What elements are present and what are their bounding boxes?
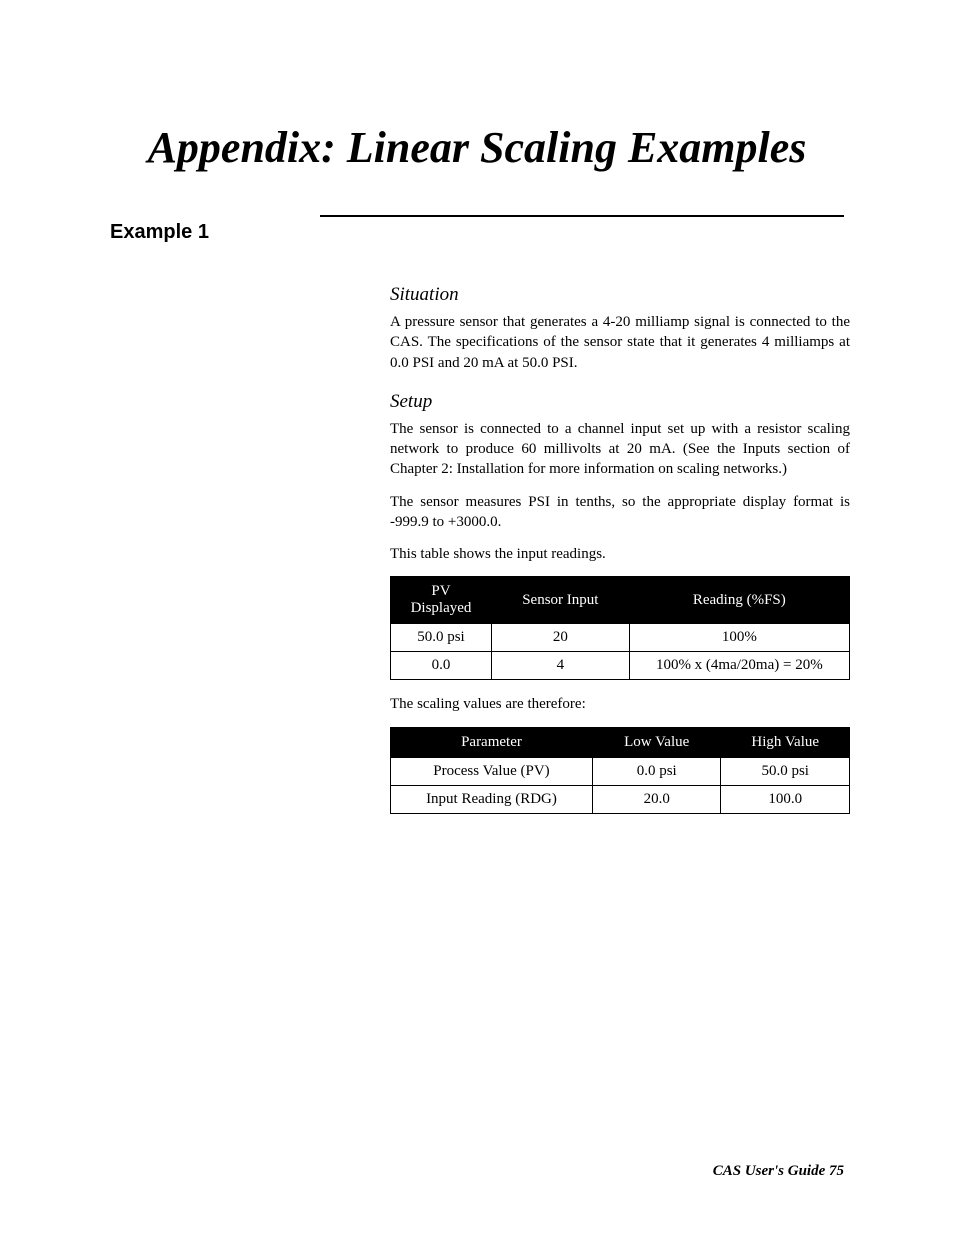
table-cell: 100% x (4ma/20ma) = 20% (629, 652, 849, 680)
between-tables-text: The scaling values are therefore: (390, 694, 850, 714)
table-row: 0.0 4 100% x (4ma/20ma) = 20% (391, 652, 850, 680)
table-row: 50.0 psi 20 100% (391, 624, 850, 652)
table-cell: 4 (491, 652, 629, 680)
table-header-cell: Parameter (391, 727, 593, 757)
page-footer: CAS User's Guide 75 (713, 1163, 844, 1180)
table-cell: 20 (491, 624, 629, 652)
section-header-row: Example 1 (110, 215, 844, 244)
header-text: Displayed (411, 600, 472, 616)
table-cell: 50.0 psi (391, 624, 492, 652)
table-cell: 50.0 psi (721, 757, 850, 785)
table-cell: 0.0 psi (592, 757, 721, 785)
page: Appendix: Linear Scaling Examples Exampl… (0, 0, 954, 1235)
table-cell: 20.0 (592, 785, 721, 813)
table-cell: Input Reading (RDG) (391, 785, 593, 813)
table-header-cell: Low Value (592, 727, 721, 757)
table-cell: 100% (629, 624, 849, 652)
scaling-values-table: Parameter Low Value High Value Process V… (390, 727, 850, 814)
setup-heading: Setup (390, 391, 850, 413)
section-label: Example 1 (110, 215, 320, 244)
situation-heading: Situation (390, 284, 850, 306)
setup-p2: The sensor measures PSI in tenths, so th… (390, 492, 850, 533)
table-cell: 0.0 (391, 652, 492, 680)
input-readings-table: PV Displayed Sensor Input Reading (%FS) … (390, 576, 850, 680)
section-rule (320, 215, 844, 217)
table-header-cell: Reading (%FS) (629, 577, 849, 624)
table-header-cell: Sensor Input (491, 577, 629, 624)
situation-text: A pressure sensor that generates a 4-20 … (390, 312, 850, 373)
table-header-row: Parameter Low Value High Value (391, 727, 850, 757)
content-column: Situation A pressure sensor that generat… (390, 284, 850, 814)
page-title: Appendix: Linear Scaling Examples (110, 120, 844, 175)
table-header-row: PV Displayed Sensor Input Reading (%FS) (391, 577, 850, 624)
setup-p3: This table shows the input readings. (390, 544, 850, 564)
setup-p1: The sensor is connected to a channel inp… (390, 419, 850, 480)
table-cell: 100.0 (721, 785, 850, 813)
table-header-cell: PV Displayed (391, 577, 492, 624)
header-text: PV (431, 583, 450, 599)
table-cell: Process Value (PV) (391, 757, 593, 785)
table-header-cell: High Value (721, 727, 850, 757)
table-row: Process Value (PV) 0.0 psi 50.0 psi (391, 757, 850, 785)
table-row: Input Reading (RDG) 20.0 100.0 (391, 785, 850, 813)
